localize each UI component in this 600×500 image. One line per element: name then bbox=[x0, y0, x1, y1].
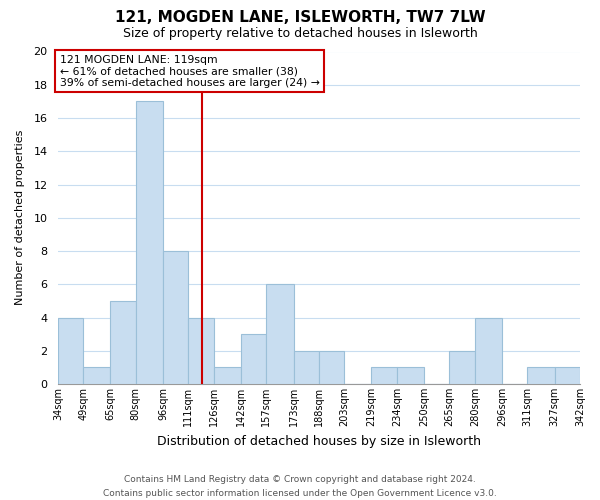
Bar bbox=[527, 368, 554, 384]
X-axis label: Distribution of detached houses by size in Isleworth: Distribution of detached houses by size … bbox=[157, 434, 481, 448]
Bar bbox=[475, 318, 502, 384]
Y-axis label: Number of detached properties: Number of detached properties bbox=[15, 130, 25, 306]
Bar bbox=[136, 102, 163, 384]
Bar bbox=[293, 351, 319, 384]
Bar bbox=[58, 318, 83, 384]
Bar bbox=[163, 251, 188, 384]
Bar bbox=[397, 368, 424, 384]
Text: Size of property relative to detached houses in Isleworth: Size of property relative to detached ho… bbox=[122, 28, 478, 40]
Bar bbox=[266, 284, 293, 384]
Bar bbox=[319, 351, 344, 384]
Bar bbox=[554, 368, 580, 384]
Bar bbox=[188, 318, 214, 384]
Bar bbox=[214, 368, 241, 384]
Bar bbox=[110, 301, 136, 384]
Text: 121, MOGDEN LANE, ISLEWORTH, TW7 7LW: 121, MOGDEN LANE, ISLEWORTH, TW7 7LW bbox=[115, 10, 485, 25]
Bar bbox=[371, 368, 397, 384]
Text: 121 MOGDEN LANE: 119sqm
← 61% of detached houses are smaller (38)
39% of semi-de: 121 MOGDEN LANE: 119sqm ← 61% of detache… bbox=[59, 55, 319, 88]
Bar bbox=[241, 334, 266, 384]
Bar bbox=[83, 368, 110, 384]
Bar bbox=[449, 351, 475, 384]
Text: Contains HM Land Registry data © Crown copyright and database right 2024.
Contai: Contains HM Land Registry data © Crown c… bbox=[103, 476, 497, 498]
